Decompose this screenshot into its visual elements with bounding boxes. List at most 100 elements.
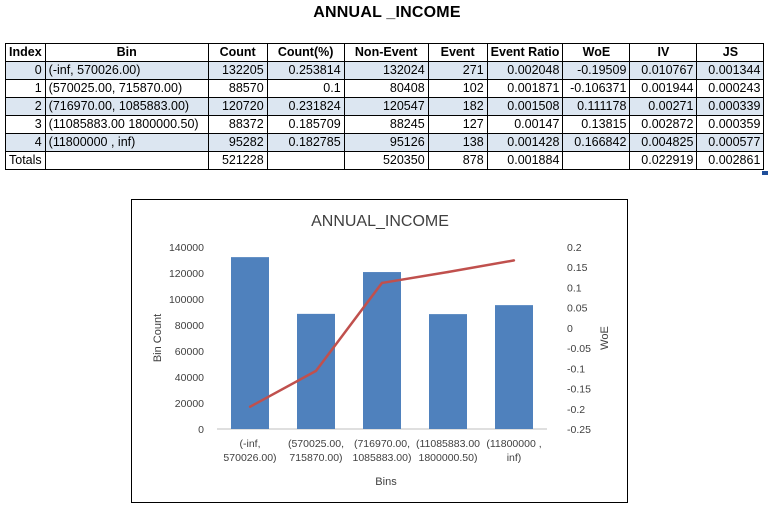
cell-count-pct: 0.182785 [266,133,345,152]
y-tick-label: 80000 [175,320,204,332]
cell-non-event: 88245 [343,115,429,134]
woe-point [248,405,252,408]
column-header-non-event: Non-Event [343,43,429,62]
column-header-bin: Bin [44,43,209,62]
total-index: Totals [5,151,46,170]
cell-woe: 0.13815 [562,115,631,134]
total-non-event: 520350 [343,151,429,170]
cell-count-pct: 0.253814 [266,61,345,80]
total-event: 878 [427,151,488,170]
cell-event: 138 [427,133,488,152]
cell-iv: 0.00271 [629,97,698,116]
y-tick-label: 120000 [169,268,204,280]
cell-iv: 0.004825 [629,133,698,152]
woe-point [512,259,516,262]
cell-index: 3 [5,115,46,134]
cell-event-ratio: 0.001508 [486,97,564,116]
total-iv: 0.022919 [629,151,698,170]
cell-bin: (11085883.00 1800000.50) [44,115,209,134]
table-row: 4 (11800000 , inf) 95282 0.182785 95126 138 0.… [5,133,765,152]
y2-axis-title: WoE [599,326,611,350]
x-tick-label: 1800000.50) [419,452,478,464]
cell-count-pct: 0.231824 [266,97,345,116]
y-axis-title: Bin Count [152,314,164,362]
cell-count: 88570 [207,79,268,98]
cell-count-pct: 0.1 [266,79,345,98]
y2-tick-label: 0.15 [567,262,588,274]
x-tick-label: (-inf, [240,438,261,450]
cell-count-pct: 0.185709 [266,115,345,134]
cell-woe: 0.111178 [562,97,631,116]
total-event-ratio: 0.001884 [486,151,564,170]
cell-count: 120720 [207,97,268,116]
cell-woe: -0.19509 [562,61,631,80]
y2-tick-label: 0 [567,323,573,335]
x-tick-label: (570025.00, [288,438,344,450]
cell-event: 127 [427,115,488,134]
cell-count: 95282 [207,133,268,152]
woe-chart: ANNUAL_INCOME 0 20000 40000 60000 80000 100000… [131,199,628,503]
bar [231,257,269,429]
x-tick-label: (11085883.00 [416,438,480,450]
y2-tick-label: 0.05 [567,303,588,315]
y-tick-label: 40000 [175,372,204,384]
y-tick-label: 0 [198,424,204,436]
y-tick-label: 140000 [169,242,204,254]
cell-woe: 0.166842 [562,133,631,152]
cell-event: 102 [427,79,488,98]
cell-non-event: 80408 [343,79,429,98]
column-header-iv: IV [629,43,698,62]
bar [363,272,401,429]
column-header-index: Index [5,43,46,62]
x-tick-label: (11800000 , [486,438,541,450]
table-row: 0 (-inf, 570026.00) 132205 0.253814 132024 27… [5,61,765,80]
y-tick-label: 100000 [169,294,204,306]
total-count-pct [266,151,345,170]
cell-bin: (11800000 , inf) [44,133,209,152]
woe-point [380,281,384,285]
chart-title: ANNUAL_INCOME [311,213,449,230]
cell-index: 2 [5,97,46,116]
cell-js: 0.000243 [696,79,765,98]
x-tick-label: 715870.00) [289,452,342,464]
y2-tick-label: -0.1 [567,363,585,375]
x-tick-label: 570026.00) [223,452,276,464]
y-tick-label: 20000 [175,398,204,410]
y2-tick-label: 0.1 [567,282,582,294]
column-header-woe: WoE [562,43,631,62]
y2-tick-label: -0.05 [567,343,591,355]
cell-bin: (716970.00, 1085883.00) [44,97,209,116]
cell-count: 88372 [207,115,268,134]
cell-iv: 0.010767 [629,61,698,80]
cell-event-ratio: 0.001871 [486,79,564,98]
woe-point [446,270,450,274]
cell-event-ratio: 0.00147 [486,115,564,134]
cell-non-event: 95126 [343,133,429,152]
woe-point [314,369,318,373]
cell-iv: 0.002872 [629,115,698,134]
table-row: 3 (11085883.00 1800000.50) 88372 0.185709 88… [5,115,765,134]
cell-woe: -0.106371 [562,79,631,98]
column-header-event-ratio: Event Ratio [486,43,564,62]
column-header-count: Count [207,43,268,62]
cell-js: 0.000359 [696,115,765,134]
cell-index: 4 [5,133,46,152]
fill-handle[interactable] [762,171,768,175]
cell-bin: (-inf, 570026.00) [44,61,209,80]
cell-non-event: 120547 [343,97,429,116]
cell-js: 0.000577 [696,133,765,152]
total-js: 0.002861 [696,151,765,170]
cell-event: 182 [427,97,488,116]
chart-svg: ANNUAL_INCOME 0 20000 40000 60000 80000 100000… [152,213,611,488]
cell-bin: (570025.00, 715870.00) [44,79,209,98]
table-row: 2 (716970.00, 1085883.00) 120720 0.231824 12… [5,97,765,116]
cell-event-ratio: 0.002048 [486,61,564,80]
total-bin [44,151,209,170]
cell-js: 0.000339 [696,97,765,116]
cell-iv: 0.001944 [629,79,698,98]
column-header-js: JS [696,43,765,62]
y2-tick-label: -0.2 [567,404,585,416]
totals-row: Totals 521228 520350 878 0.001884 0.022919 0.0… [5,151,765,170]
x-tick-label: inf) [507,452,522,464]
y2-tick-label: -0.15 [567,384,591,396]
